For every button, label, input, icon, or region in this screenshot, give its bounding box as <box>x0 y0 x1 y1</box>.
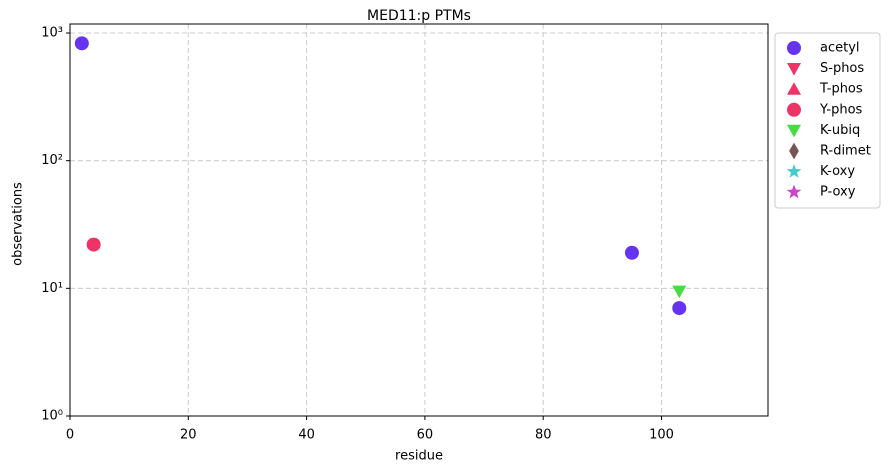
legend-label: Y-phos <box>819 102 863 117</box>
x-tick-label: 80 <box>535 428 552 443</box>
y-axis-label: observations <box>11 182 26 266</box>
point <box>74 36 89 51</box>
legend-label: K-ubiq <box>820 123 860 138</box>
legend-marker <box>787 41 801 55</box>
point <box>86 237 101 252</box>
legend-label: T-phos <box>819 82 863 97</box>
legend-label: K-oxy <box>820 164 855 179</box>
legend-box <box>774 32 881 209</box>
legend-marker <box>787 63 801 76</box>
legend-marker <box>786 184 802 199</box>
x-tick-label: 60 <box>417 428 434 443</box>
point <box>624 245 639 260</box>
legend-marker <box>789 142 799 160</box>
y-tick-label: 10² <box>41 153 63 168</box>
legend-marker <box>786 163 802 178</box>
y-tick-label: 10⁰ <box>41 409 63 424</box>
legend-marker <box>787 124 801 138</box>
x-tick-label: 20 <box>180 428 197 443</box>
y-tick-label: 10¹ <box>41 281 63 296</box>
chart-title: MED11:p PTMs <box>367 8 471 24</box>
x-axis-label: residue <box>395 449 443 464</box>
x-tick-label: 100 <box>649 428 674 443</box>
legend-label: acetyl <box>820 41 860 56</box>
legend-marker <box>787 102 801 117</box>
plot-frame <box>69 23 769 417</box>
point <box>672 301 687 316</box>
point <box>672 285 687 299</box>
legend-marker <box>787 82 801 95</box>
legend-label: R-dimet <box>820 144 871 159</box>
x-tick-label: 0 <box>66 428 74 443</box>
legend-label: P-oxy <box>820 185 856 200</box>
legend-label: S-phos <box>820 61 864 76</box>
x-tick-label: 40 <box>298 428 315 443</box>
y-tick-label: 10³ <box>41 25 63 40</box>
